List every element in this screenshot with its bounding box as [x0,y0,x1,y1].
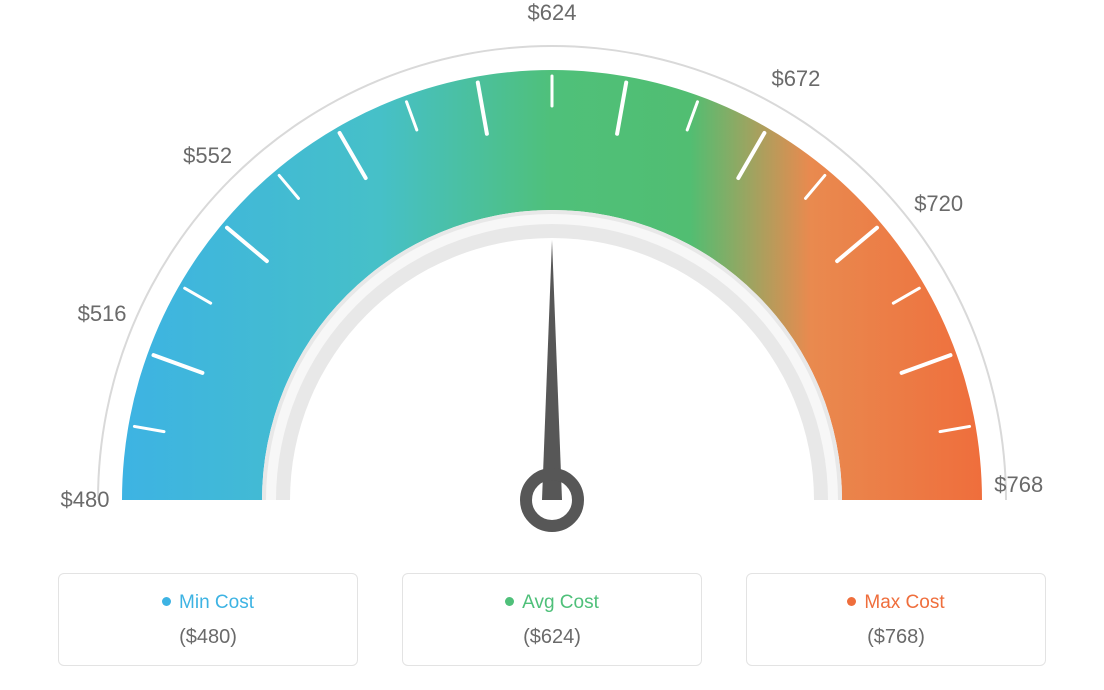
gauge-tick-label: $768 [994,472,1043,498]
dot-icon [505,597,514,606]
gauge-tick-label: $624 [528,0,577,26]
dot-icon [847,597,856,606]
gauge-tick-label: $516 [78,301,127,327]
legend-card-avg: Avg Cost ($624) [402,573,702,666]
gauge-chart: $480 $516 $552 $624 $672 $720 $768 [0,0,1104,560]
legend-label: Min Cost [179,592,254,613]
legend-label: Avg Cost [522,592,599,613]
legend-label: Max Cost [864,592,944,613]
legend-title-max: Max Cost [757,592,1035,614]
legend-value-avg: ($624) [413,626,691,649]
gauge-tick-label: $552 [183,143,232,169]
legend-value-max: ($768) [757,626,1035,649]
legend-card-min: Min Cost ($480) [58,573,358,666]
legend-value-min: ($480) [69,626,347,649]
gauge-svg [0,0,1104,560]
gauge-tick-label: $480 [61,487,110,513]
dot-icon [162,597,171,606]
legend-row: Min Cost ($480) Avg Cost ($624) Max Cost… [0,573,1104,666]
legend-title-min: Min Cost [69,592,347,614]
gauge-tick-label: $720 [914,191,963,217]
gauge-tick-label: $672 [771,66,820,92]
legend-title-avg: Avg Cost [413,592,691,614]
legend-card-max: Max Cost ($768) [746,573,1046,666]
